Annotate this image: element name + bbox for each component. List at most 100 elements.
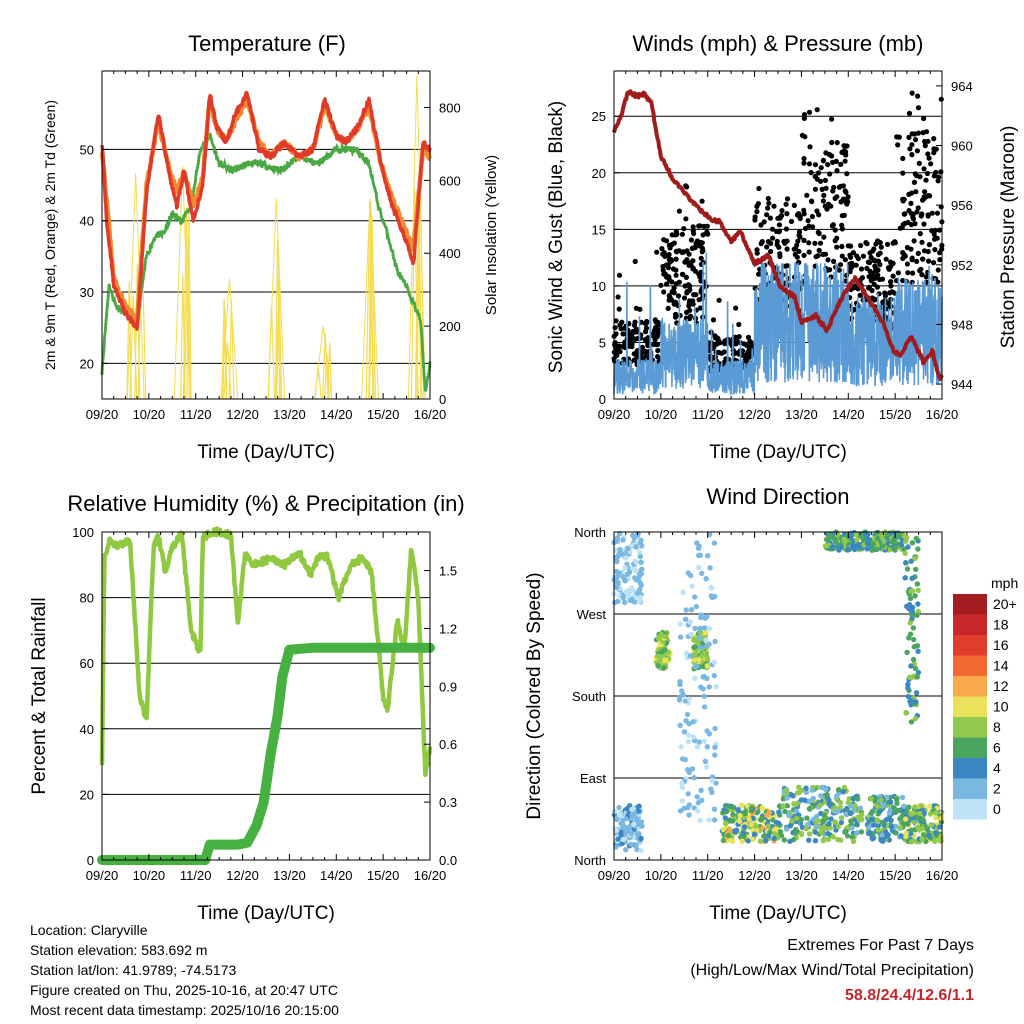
direction-point (893, 830, 899, 836)
gust-point (797, 215, 803, 222)
direction-point (909, 839, 915, 845)
direction-point (624, 571, 631, 577)
direction-point (713, 684, 719, 690)
gust-point (820, 158, 827, 164)
gust-point (650, 341, 656, 347)
gust-point (917, 268, 923, 274)
gust-point (816, 230, 822, 237)
gust-point (812, 162, 819, 168)
direction-point (864, 540, 871, 546)
gust-point (912, 221, 918, 227)
direction-point (737, 812, 743, 819)
direction-point (793, 815, 800, 821)
gust-point (756, 271, 762, 277)
direction-point (744, 803, 750, 809)
y-tick-label: 40 (80, 722, 94, 737)
gust-point (776, 229, 782, 235)
direction-point (639, 566, 645, 572)
direction-point (712, 744, 718, 751)
gust-point (666, 242, 673, 248)
gust-point (618, 326, 624, 332)
direction-point (681, 729, 688, 735)
legend-label: 2 (993, 781, 1001, 797)
gust-point (832, 227, 838, 233)
direction-point (686, 696, 692, 702)
legend-title: mph (991, 575, 1018, 591)
direction-point (777, 829, 784, 835)
direction-point (846, 532, 853, 538)
legend-swatch (953, 676, 987, 697)
y-tick-label: 20 (80, 787, 94, 802)
gust-point (792, 251, 798, 258)
direction-point (701, 693, 707, 699)
gust-point (905, 270, 911, 276)
gust-point (767, 215, 774, 221)
gust-point (807, 144, 813, 150)
gust-point (684, 309, 690, 315)
y-tick-label: 0 (87, 853, 94, 868)
gust-point (752, 214, 758, 220)
direction-point (631, 821, 637, 827)
direction-point (907, 595, 914, 602)
direction-point (771, 831, 778, 837)
direction-point (821, 812, 827, 818)
direction-point (740, 830, 746, 836)
gust-point (779, 213, 785, 219)
direction-gridlines (614, 613, 942, 779)
direction-point (806, 837, 812, 843)
gust-point (899, 225, 905, 231)
direction-point (662, 647, 668, 653)
temperature-2m-line (100, 90, 432, 331)
gust-point (632, 258, 638, 265)
direction-point (732, 828, 738, 834)
direction-point (866, 829, 873, 835)
direction-point (910, 625, 917, 631)
gust-point (919, 272, 925, 278)
solar-spike (322, 333, 329, 400)
gust-point (810, 224, 816, 230)
direction-point (905, 685, 911, 691)
y2-tick-label: 944 (951, 377, 973, 392)
gust-point (619, 319, 625, 325)
direction-point (793, 830, 799, 837)
gust-point (776, 222, 783, 228)
gust-point (818, 165, 824, 171)
y2-tick-label: 200 (439, 319, 461, 334)
gust-point (680, 249, 686, 255)
gust-point (825, 162, 831, 168)
direction-point (637, 594, 643, 601)
direction-point (697, 629, 704, 636)
gust-points (611, 90, 945, 374)
direction-point (914, 674, 920, 680)
direction-point (806, 831, 813, 837)
winds-title: Winds (mph) & Pressure (mb) (633, 31, 924, 56)
direction-point (905, 693, 912, 700)
gust-point (872, 268, 879, 274)
direction-point (626, 826, 632, 832)
gust-point (875, 258, 882, 264)
gust-point (911, 179, 918, 185)
direction-point (842, 538, 848, 545)
x-tick-label: 15/20 (367, 407, 400, 422)
direction-point (890, 537, 897, 544)
gust-point (909, 131, 915, 137)
direction-point (914, 581, 921, 587)
y2-tick-label: 0.3 (439, 795, 457, 810)
direction-point (720, 826, 726, 833)
gust-point (926, 242, 933, 248)
gust-point (888, 279, 894, 285)
direction-point (704, 744, 710, 750)
y2-tick-label: 400 (439, 246, 461, 261)
direction-point (918, 803, 924, 809)
gust-point (681, 226, 687, 232)
direction-point (757, 838, 763, 844)
latest-timestamp: Most recent data timestamp: 2025/10/16 2… (30, 1002, 339, 1018)
gust-point (863, 240, 869, 246)
direction-point (855, 796, 861, 802)
solar-peak (173, 165, 192, 400)
gust-point (676, 208, 683, 214)
direction-point (798, 830, 805, 837)
x-tick-label: 16/20 (414, 407, 447, 422)
gust-point (675, 293, 682, 299)
direction-point (912, 804, 918, 810)
